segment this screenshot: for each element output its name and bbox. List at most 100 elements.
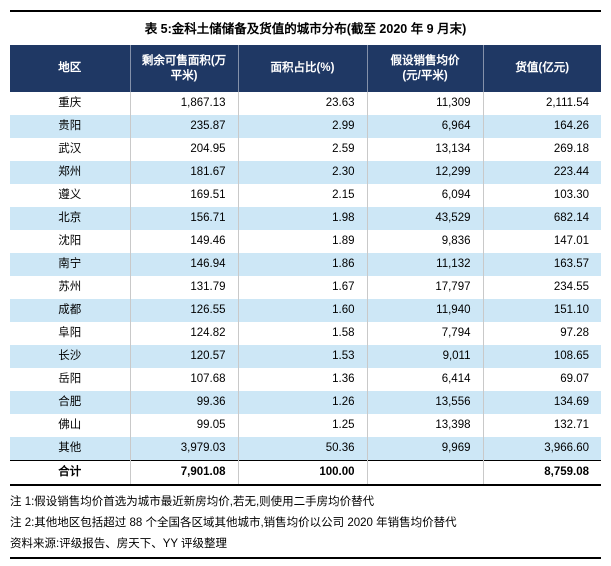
cell-value: 99.36 (129, 391, 238, 414)
cell-region: 重庆 (58, 97, 82, 109)
cell-value: 2.59 (237, 138, 367, 161)
header-row: 地区 剩余可售面积(万 平米) 面积占比(%) 假设销售均价 (元/平米) 货值(亿元) (10, 45, 601, 92)
cell-value: 100.00 (237, 460, 367, 486)
cell-value: 124.82 (129, 322, 238, 345)
cell-value: 269.18 (482, 138, 601, 161)
cell-value: 6,964 (366, 115, 483, 138)
cell-value: 1,867.13 (129, 92, 238, 115)
cell-value: 69.07 (482, 368, 601, 391)
cell-value: 1.98 (237, 207, 367, 230)
cell-value: 11,309 (366, 92, 483, 115)
cell-value: 3,966.60 (482, 437, 601, 461)
cell-value (366, 460, 483, 486)
header-cell: 剩余可售面积(万 平米) (129, 45, 238, 92)
cell-value: 181.67 (129, 161, 238, 184)
cell-value: 164.26 (482, 115, 601, 138)
cell-region: 遵义 (58, 189, 82, 201)
bottom-divider (10, 557, 601, 559)
table-header: 地区 剩余可售面积(万 平米) 面积占比(%) 假设销售均价 (元/平米) 货值(亿元) (10, 45, 601, 92)
cell-value: 6,414 (366, 368, 483, 391)
cell-region: 其他 (10, 437, 130, 461)
cell-region: 合肥 (10, 391, 130, 414)
cell-value: 8,759.08 (482, 460, 601, 486)
cell-value: 682.14 (482, 207, 601, 230)
header-cell: 面积占比(%) (237, 45, 367, 92)
table-row: 南宁 146.94 1.86 11,132 163.57 (10, 253, 601, 276)
table-row: 遵义 169.51 2.15 6,094 103.30 (10, 184, 601, 207)
cell-value: 12,299 (366, 161, 483, 184)
cell-region: 武汉 (58, 143, 82, 155)
cell-region: 郑州 (10, 161, 130, 184)
cell-value: 7,794 (366, 322, 483, 345)
cell-value: 1.67 (237, 276, 367, 299)
cell-region: 成都 (10, 299, 130, 322)
cell-value: 132.71 (482, 414, 601, 437)
top-divider (10, 10, 601, 12)
cell-value: 1.26 (237, 391, 367, 414)
cell-value: 97.28 (482, 322, 601, 345)
cell-value: 17,797 (366, 276, 483, 299)
cell-value: 131.79 (129, 276, 238, 299)
cell-region: 阜阳 (58, 327, 82, 339)
cell-region: 长沙 (10, 345, 130, 368)
table-row: 郑州 181.67 2.30 12,299 223.44 (10, 161, 601, 184)
land-bank-table: 地区 剩余可售面积(万 平米) 面积占比(%) 假设销售均价 (元/平米) 货值(亿元)… (10, 45, 601, 486)
table-row: 贵阳 235.87 2.99 6,964 164.26 (10, 115, 601, 138)
cell-value: 223.44 (482, 161, 601, 184)
cell-value: 7,901.08 (129, 460, 238, 486)
cell-region: 贵阳 (10, 115, 130, 138)
cell-value: 1.25 (237, 414, 367, 437)
table-row: 其他 3,979.03 50.36 9,969 3,966.60 (10, 437, 601, 461)
cell-value: 9,011 (366, 345, 483, 368)
cell-region: 岳阳 (58, 373, 82, 385)
table-row: 苏州 131.79 1.67 17,797 234.55 (10, 276, 601, 299)
cell-value: 169.51 (129, 184, 238, 207)
table-body: 重庆 1,867.13 23.63 11,309 2,111.54 贵阳 235.87 2.9… (10, 92, 601, 486)
cell-region: 合计 (10, 460, 130, 486)
cell-value: 147.01 (482, 230, 601, 253)
table-row: 重庆 1,867.13 23.63 11,309 2,111.54 (10, 92, 601, 115)
cell-value: 2.30 (237, 161, 367, 184)
cell-region: 沈阳 (58, 235, 82, 247)
cell-value: 13,556 (366, 391, 483, 414)
cell-value: 6,094 (366, 184, 483, 207)
table-row: 阜阳 124.82 1.58 7,794 97.28 (10, 322, 601, 345)
table-title: 表 5:金科土储储备及货值的城市分布(截至 2020 年 9 月末) (144, 22, 467, 36)
cell-value: 107.68 (129, 368, 238, 391)
cell-value: 2.99 (237, 115, 367, 138)
header-cell: 地区 (10, 45, 130, 92)
cell-value: 156.71 (129, 207, 238, 230)
cell-region: 南宁 (10, 253, 130, 276)
cell-value: 2,111.54 (482, 92, 601, 115)
cell-value: 99.05 (129, 414, 238, 437)
cell-region: 北京 (10, 207, 130, 230)
table-row: 成都 126.55 1.60 11,940 151.10 (10, 299, 601, 322)
header-cell: 假设销售均价 (元/平米) (366, 45, 483, 92)
cell-value: 234.55 (482, 276, 601, 299)
cell-value: 120.57 (129, 345, 238, 368)
header-cell: 货值(亿元) (482, 45, 601, 92)
cell-value: 151.10 (482, 299, 601, 322)
table-row: 北京 156.71 1.98 43,529 682.14 (10, 207, 601, 230)
cell-value: 50.36 (237, 437, 367, 461)
table-row: 长沙 120.57 1.53 9,011 108.65 (10, 345, 601, 368)
cell-value: 11,132 (366, 253, 483, 276)
cell-value: 9,969 (366, 437, 483, 461)
cell-value: 13,134 (366, 138, 483, 161)
cell-value: 108.65 (482, 345, 601, 368)
cell-value: 163.57 (482, 253, 601, 276)
note-1: 注 1:假设销售均价首选为城市最近新房均价,若无,则使用二手房均价替代 (10, 496, 375, 508)
notes-block: 注 1:假设销售均价首选为城市最近新房均价,若无,则使用二手房均价替代 注 2:… (10, 486, 601, 555)
cell-value: 1.53 (237, 345, 367, 368)
table-row: 武汉 204.95 2.59 13,134 269.18 (10, 138, 601, 161)
table-row: 岳阳 107.68 1.36 6,414 69.07 (10, 368, 601, 391)
cell-value: 149.46 (129, 230, 238, 253)
cell-value: 1.58 (237, 322, 367, 345)
cell-region: 佛山 (58, 419, 82, 431)
table-row: 合肥 99.36 1.26 13,556 134.69 (10, 391, 601, 414)
cell-value: 126.55 (129, 299, 238, 322)
cell-value: 9,836 (366, 230, 483, 253)
cell-value: 43,529 (366, 207, 483, 230)
cell-value: 11,940 (366, 299, 483, 322)
cell-value: 13,398 (366, 414, 483, 437)
